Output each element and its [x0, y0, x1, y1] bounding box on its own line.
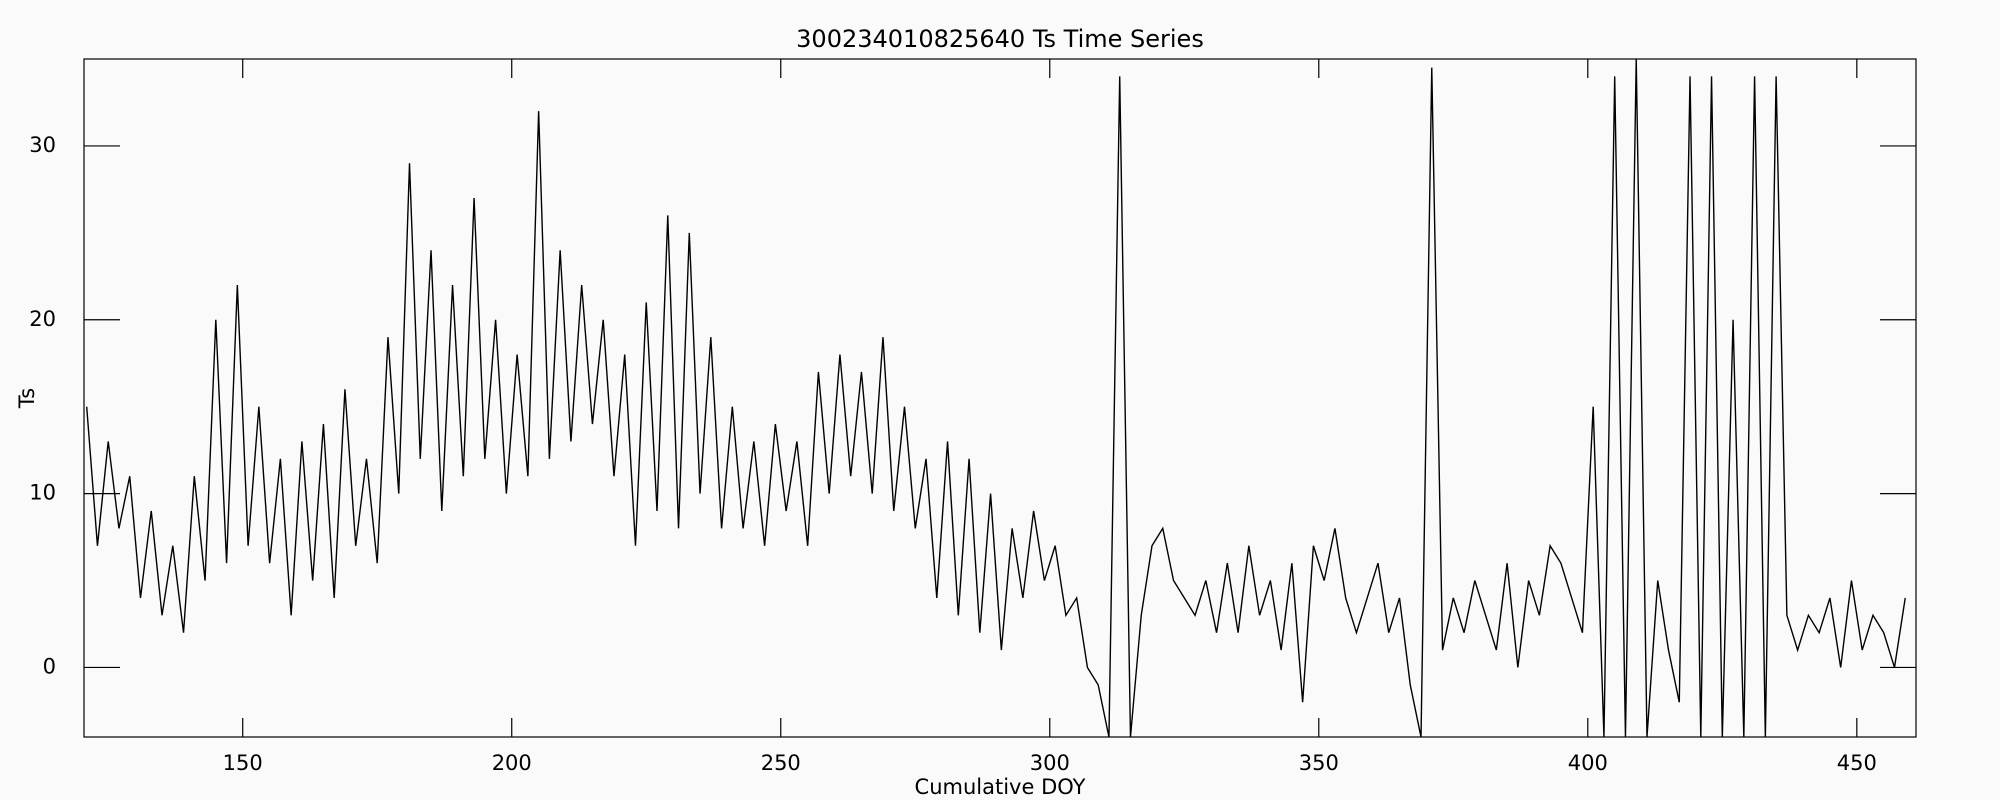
- y-tick-label: 30: [29, 133, 56, 157]
- chart-title: 300234010825640 Ts Time Series: [796, 25, 1204, 53]
- x-tick-label: 150: [223, 751, 263, 775]
- y-tick-label: 10: [29, 481, 56, 505]
- y-tick-label: 20: [29, 307, 56, 331]
- x-tick-label: 300: [1030, 751, 1070, 775]
- x-tick-label: 250: [761, 751, 801, 775]
- x-tick-label: 400: [1568, 751, 1608, 775]
- x-axis-label: Cumulative DOY: [915, 775, 1086, 799]
- y-axis-label: Ts: [15, 388, 39, 409]
- x-tick-label: 200: [492, 751, 532, 775]
- plot-frame: [83, 58, 1917, 738]
- data-line: [85, 58, 1906, 738]
- y-tick-label: 0: [43, 654, 56, 678]
- x-tick-label: 350: [1299, 751, 1339, 775]
- x-tick-label: 450: [1837, 751, 1877, 775]
